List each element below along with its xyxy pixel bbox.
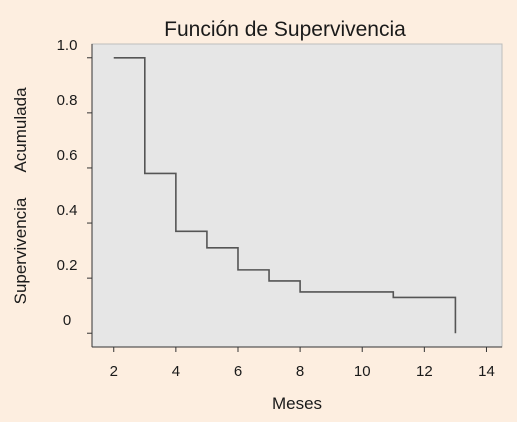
plot-area <box>91 43 503 348</box>
y-tick-label: 0.2 <box>57 257 78 274</box>
y-tick-label: 0 <box>63 312 71 329</box>
x-tick-label: 2 <box>110 363 118 380</box>
series <box>113 56 457 334</box>
y-tick-label: 1.0 <box>57 37 78 54</box>
y-tick-label: 0.4 <box>57 202 78 219</box>
y-axis-title-part-1: Supervivencia <box>11 197 30 304</box>
x-axis-title: Meses <box>272 394 322 413</box>
y-axis-title-part-2: Acumulada <box>11 87 30 173</box>
x-tick-label: 14 <box>478 363 495 380</box>
y-tick-label: 0.6 <box>57 147 78 164</box>
x-tick-label: 4 <box>172 363 180 380</box>
chart-title: Función de Supervivencia <box>164 18 406 41</box>
x-tick-label: 10 <box>354 363 371 380</box>
x-tick-label: 12 <box>416 363 433 380</box>
x-tick-label: 6 <box>234 363 242 380</box>
survival-step-line <box>113 56 457 334</box>
x-tick-label: 8 <box>296 363 304 380</box>
axes <box>87 44 502 352</box>
y-tick-label: 0.8 <box>57 92 78 109</box>
tick-labels: 0 0.2 0.4 0.6 0.8 1.0 2 4 6 8 10 12 14 <box>57 37 495 380</box>
